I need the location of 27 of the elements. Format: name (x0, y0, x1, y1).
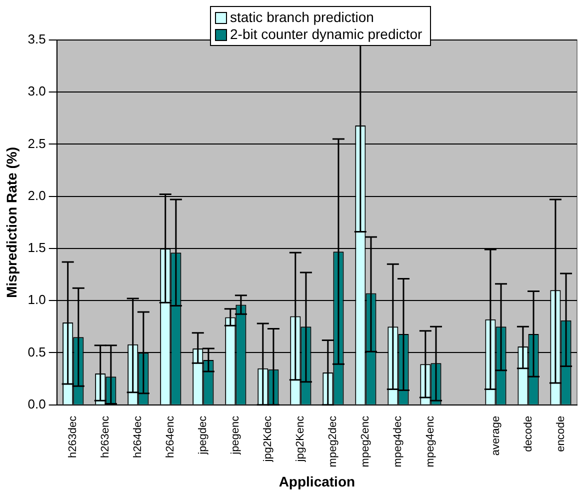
y-tick-label: 0.5 (28, 344, 46, 360)
x-tick-label: mpeg4dec (392, 415, 404, 468)
x-tick-label: decode (522, 416, 534, 452)
x-tick-label: mpeg2enc (360, 415, 372, 468)
x-tick-label: jpegdec (197, 415, 210, 456)
x-tick-label: average (490, 416, 502, 456)
y-tick-label: 2.5 (28, 136, 46, 151)
y-tick-label: 2.0 (28, 188, 46, 203)
x-tick-label: jpegenc (230, 415, 242, 456)
y-tick-label: 1.5 (28, 240, 46, 256)
legend-label: static branch prediction (230, 9, 374, 26)
x-tick-label: jpg2Kdec (262, 415, 274, 463)
x-tick-label: h264enc (164, 415, 177, 458)
y-tick-label: 0.0 (28, 396, 46, 412)
x-tick-label: encode (554, 416, 567, 452)
y-tick-label: 3.0 (28, 84, 46, 99)
x-axis-title: Application (278, 473, 356, 490)
x-tick-label: h263dec (67, 415, 80, 458)
x-tick-label: mpeg4enc (424, 415, 437, 468)
x-tick-label: jpg2Kenc (294, 415, 307, 463)
y-tick-label: 1.0 (28, 292, 46, 308)
legend-label: 2-bit counter dynamic predictor (230, 26, 422, 43)
x-tick-label: h263enc (100, 415, 112, 458)
x-tick-label: h264dec (132, 415, 144, 458)
x-tick-label: mpeg2dec (327, 415, 340, 468)
y-tick-label: 3.5 (28, 32, 46, 47)
y-axis-title: Misprediction Rate (%) (3, 146, 20, 298)
